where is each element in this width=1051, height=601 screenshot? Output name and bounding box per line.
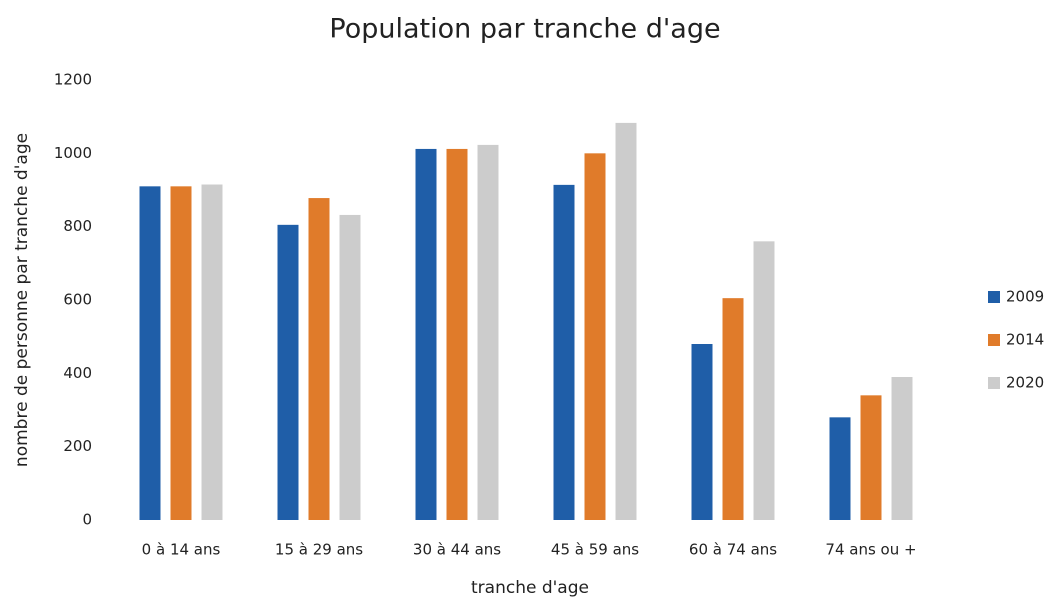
y-tick-label: 800 — [63, 217, 92, 235]
bar — [201, 184, 223, 520]
bar — [446, 148, 468, 520]
bar — [891, 377, 913, 520]
y-axis-title: nombre de personne par tranche d'age — [12, 133, 32, 467]
x-tick-label: 0 à 14 ans — [142, 541, 221, 559]
legend-swatch — [988, 291, 1000, 303]
bar — [691, 344, 713, 520]
bar — [308, 198, 330, 521]
legend-swatch — [988, 334, 1000, 346]
bar — [722, 298, 744, 520]
legend-label: 2014 — [1006, 331, 1044, 349]
x-tick-label: 15 à 29 ans — [275, 541, 363, 559]
x-tick-label: 74 ans ou + — [825, 541, 916, 559]
x-tick-label: 30 à 44 ans — [413, 541, 501, 559]
bar — [339, 214, 361, 520]
y-tick-label: 0 — [82, 511, 92, 529]
x-tick-label: 60 à 74 ans — [689, 541, 777, 559]
chart-title: Population par tranche d'age — [329, 14, 720, 45]
legend-swatch — [988, 377, 1000, 389]
x-tick-label: 45 à 59 ans — [551, 541, 639, 559]
bar — [277, 224, 299, 521]
bar — [139, 186, 161, 521]
y-tick-label: 600 — [63, 291, 92, 309]
y-tick-label: 200 — [63, 437, 92, 455]
y-tick-label: 1200 — [54, 71, 92, 89]
x-axis-title: tranche d'age — [471, 578, 589, 598]
legend-label: 2020 — [1006, 374, 1044, 392]
bar — [553, 184, 575, 520]
y-tick-label: 1000 — [54, 144, 92, 162]
legend-label: 2009 — [1006, 288, 1044, 306]
bar — [477, 144, 499, 520]
y-tick-label: 400 — [63, 364, 92, 382]
bar — [829, 417, 851, 520]
bar — [584, 153, 606, 521]
bar — [753, 241, 775, 521]
bar — [170, 186, 192, 521]
bar — [415, 148, 437, 520]
bar — [860, 395, 882, 520]
bar — [615, 122, 637, 521]
